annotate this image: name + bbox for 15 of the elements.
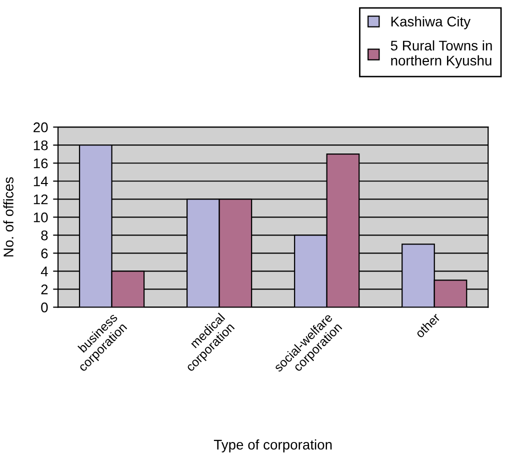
y-tick-label: 2 <box>41 284 48 294</box>
x-axis-title: Type of corporation <box>214 439 332 452</box>
y-tick-label: 0 <box>41 302 48 312</box>
y-tick-label: 18 <box>34 140 48 150</box>
y-tick-label: 14 <box>34 176 48 186</box>
y-axis-title: No. of offices <box>3 177 14 256</box>
y-tick-label: 6 <box>41 248 48 258</box>
y-tick-label: 20 <box>34 122 48 132</box>
y-tick-label: 16 <box>34 158 48 168</box>
legend-label: 5 Rural Towns in northern Kyushu <box>390 40 492 68</box>
y-tick-label: 10 <box>34 212 48 222</box>
y-tick-label: 8 <box>41 230 48 240</box>
y-tick-label: 4 <box>40 266 48 276</box>
y-tick-label: 12 <box>34 194 48 204</box>
legend-label: Kashiwa City <box>391 16 471 30</box>
